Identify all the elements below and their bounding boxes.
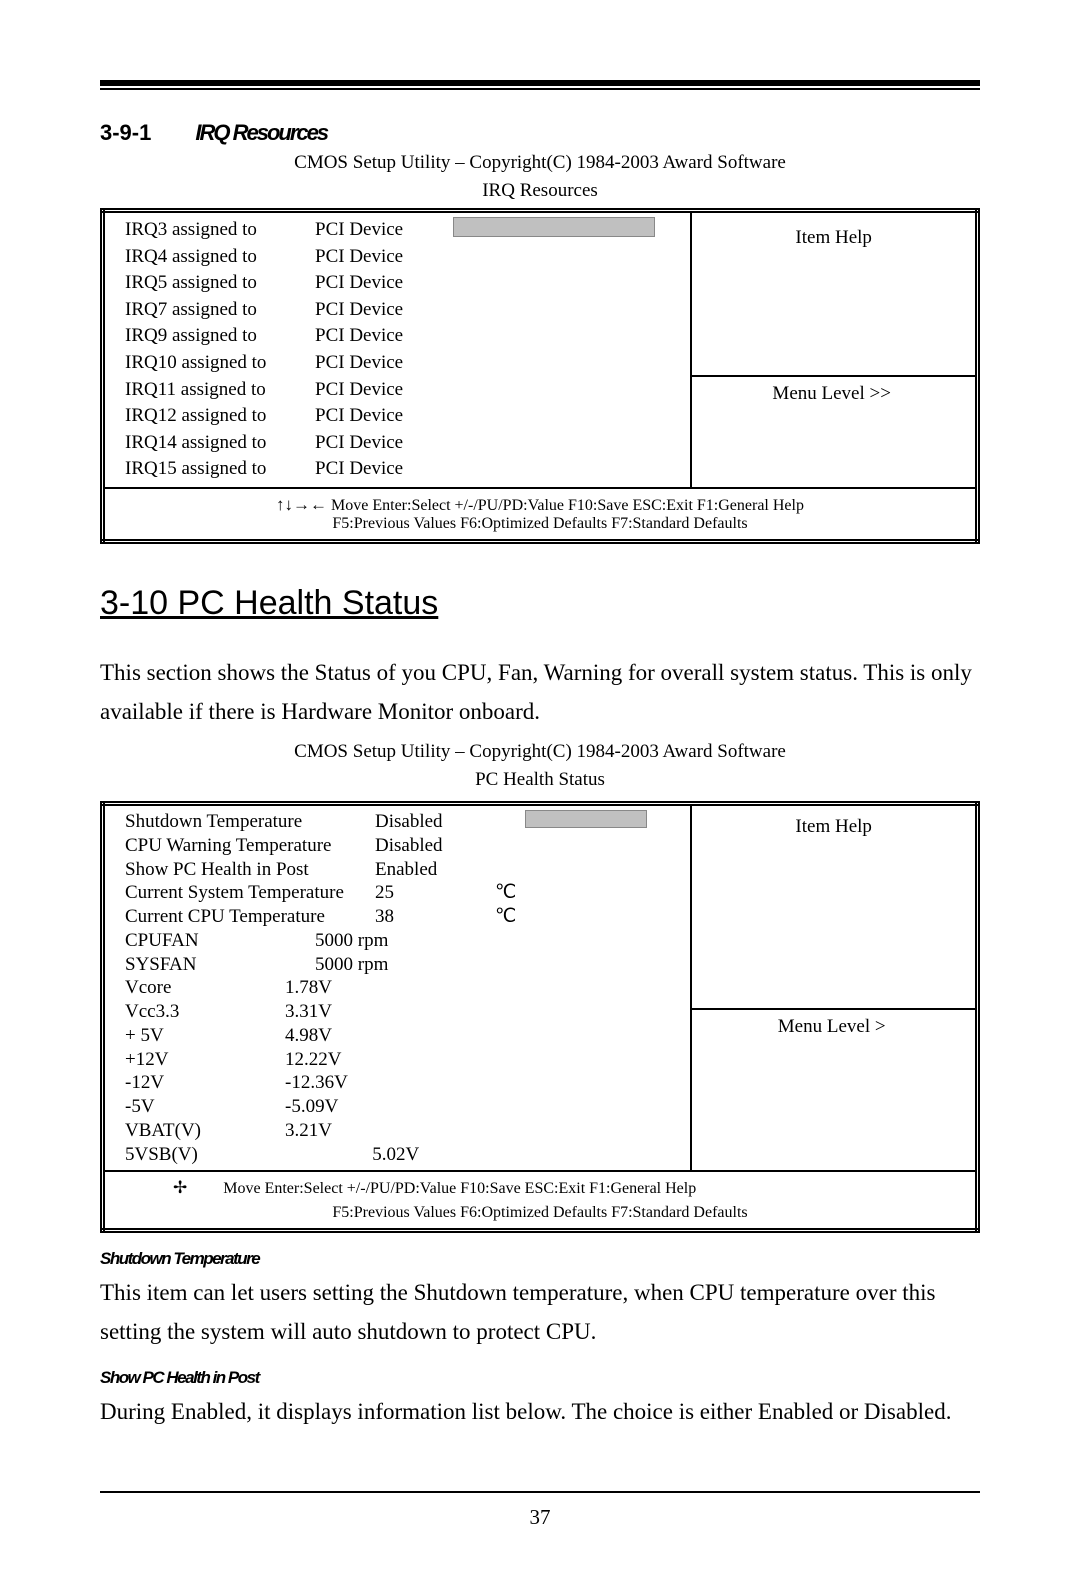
menu-level-2: Menu Level > [692,1010,975,1045]
health-table: Shutdown TemperatureDisabled CPU Warning… [100,801,980,1233]
footer-text-1: Move Enter:Select +/-/PU/PD:Value F10:Sa… [327,497,804,514]
health-unit: ℃ [495,881,516,905]
irq-label: IRQ5 assigned to [125,270,315,297]
health-label: CPU Warning Temperature [125,834,375,858]
highlight-box [453,217,655,237]
irq-value: PCI Device [315,350,403,377]
irq-value: PCI Device [315,244,403,271]
irq-value: PCI Device [315,270,403,297]
health-label: Vcc3.3 [125,1000,285,1024]
footer-help-line2-b: F5:Previous Values F6:Optimized Defaults… [113,1204,967,1222]
irq-label: IRQ4 assigned to [125,244,315,271]
cmos-subheader-2: PC Health Status [100,769,980,791]
show-pc-health-paragraph: During Enabled, it displays information … [100,1392,980,1431]
footer-help-line2: F5:Previous Values F6:Optimized Defaults… [113,515,967,533]
shutdown-temp-label: Shutdown Temperature [100,1249,980,1269]
irq-label: IRQ14 assigned to [125,430,315,457]
health-value: 12.22V [285,1048,405,1072]
health-value: Enabled [375,858,495,882]
irq-value: PCI Device [315,430,403,457]
irq-value: PCI Device [315,297,403,324]
health-label: Vcore [125,976,285,1000]
health-label: Show PC Health in Post [125,858,375,882]
irq-value: PCI Device [315,217,403,244]
irq-label: IRQ15 assigned to [125,456,315,483]
footer-text-1b: Move Enter:Select +/-/PU/PD:Value F10:Sa… [187,1180,696,1197]
health-value: 25 [375,881,495,905]
health-label: 5VSB(V) [125,1143,225,1167]
irq-value: PCI Device [315,403,403,430]
health-value: 3.31V [285,1000,405,1024]
health-label: Current CPU Temperature [125,905,375,929]
show-pc-health-label: Show PC Health in Post [100,1368,980,1388]
health-value: -5.09V [285,1095,405,1119]
health-value: Disabled [375,834,495,858]
irq-value: PCI Device [315,323,403,350]
health-value: 1.78V [285,976,405,1000]
section-3-9-1-heading: 3-9-1 IRQ Resources [100,120,980,146]
cmos-header-2: CMOS Setup Utility – Copyright(C) 1984-2… [100,741,980,763]
health-value: -12.36V [285,1071,405,1095]
top-rule [100,80,980,90]
health-value: 38 [375,905,495,929]
item-help-2: Item Help [692,806,975,849]
shutdown-temp-paragraph: This item can let users setting the Shut… [100,1273,980,1351]
health-value: Disabled [375,810,495,834]
arrow-icons: ↑↓→← [276,495,327,514]
health-value: 4.98V [285,1024,405,1048]
page-number: 37 [530,1505,551,1529]
health-label: + 5V [125,1024,285,1048]
arrow-icon: ✢ [173,1178,187,1197]
irq-label: IRQ7 assigned to [125,297,315,324]
section-title: IRQ Resources [195,120,327,146]
health-unit: ℃ [495,905,516,929]
health-label: -5V [125,1095,285,1119]
footer-help-line1-b: ✢ Move Enter:Select +/-/PU/PD:Value F10:… [113,1178,967,1198]
cmos-header: CMOS Setup Utility – Copyright(C) 1984-2… [100,152,980,174]
health-value: 5.02V [225,1143,345,1167]
intro-paragraph: This section shows the Status of you CPU… [100,653,980,731]
irq-label: IRQ10 assigned to [125,350,315,377]
section-number: 3-9-1 [100,120,151,146]
irq-label: IRQ3 assigned to [125,217,315,244]
health-value: 5000 rpm [315,929,435,953]
health-label: +12V [125,1048,285,1072]
cmos-subheader: IRQ Resources [100,180,980,202]
highlight-box [525,810,647,828]
irq-label: IRQ11 assigned to [125,377,315,404]
irq-value: PCI Device [315,456,403,483]
item-help: Item Help [692,213,975,264]
health-label: VBAT(V) [125,1119,285,1143]
irq-value: PCI Device [315,377,403,404]
health-label: Current System Temperature [125,881,375,905]
health-value: 3.21V [285,1119,405,1143]
health-label: CPUFAN [125,929,315,953]
footer-help-line1: ↑↓→← Move Enter:Select +/-/PU/PD:Value F… [113,495,967,515]
menu-level: Menu Level >> [692,377,975,412]
section-3-10-heading: 3-10 PC Health Status [100,584,980,623]
irq-table: IRQ3 assigned toPCI Device IRQ4 assigned… [100,208,980,544]
irq-label: IRQ9 assigned to [125,323,315,350]
health-value: 5000 rpm [315,953,435,977]
page-footer: 37 [100,1491,980,1530]
irq-label: IRQ12 assigned to [125,403,315,430]
health-label: -12V [125,1071,285,1095]
health-label: SYSFAN [125,953,315,977]
health-label: Shutdown Temperature [125,810,375,834]
